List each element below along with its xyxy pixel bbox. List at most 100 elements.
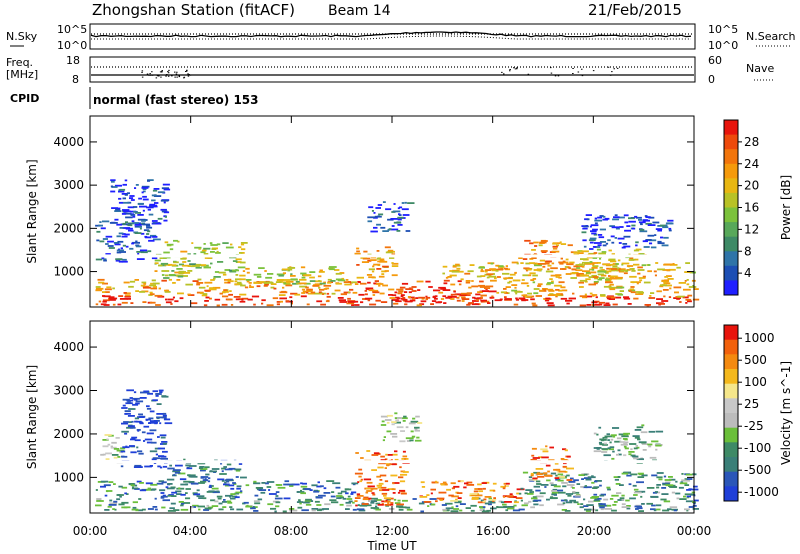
heatmap-cell	[395, 419, 399, 422]
heatmap-cell	[545, 445, 548, 448]
heatmap-cell	[187, 260, 191, 262]
heatmap-cell	[122, 222, 127, 225]
heatmap-cell	[688, 286, 697, 288]
heatmap-cell	[626, 474, 632, 477]
heatmap-cell	[404, 458, 407, 460]
heatmap-cell	[234, 283, 240, 286]
heatmap-cell	[111, 207, 118, 209]
heatmap-cell	[121, 301, 128, 304]
heatmap-cell	[679, 498, 687, 500]
heatmap-cell	[532, 478, 538, 481]
heatmap-cell	[611, 226, 620, 229]
heatmap-cell	[556, 294, 564, 297]
heatmap-cell	[152, 506, 158, 508]
heatmap-cell	[230, 508, 235, 511]
y-tick-label: 2000	[53, 221, 84, 235]
heatmap-cell	[301, 292, 306, 294]
heatmap-cell	[605, 302, 610, 305]
heatmap-cell	[134, 279, 139, 281]
heatmap-cell	[589, 225, 592, 228]
heatmap-cell	[222, 273, 227, 276]
heatmap-cell	[278, 294, 286, 296]
heatmap-cell	[319, 282, 326, 285]
heatmap-cell	[668, 229, 672, 232]
heatmap-cell	[401, 202, 405, 204]
heatmap-cell	[361, 503, 369, 505]
heatmap-cell	[635, 244, 638, 247]
heatmap-cell	[579, 304, 587, 307]
heatmap-cell	[648, 445, 652, 448]
heatmap-cell	[134, 420, 138, 423]
heatmap-cell	[222, 506, 227, 508]
heatmap-cell	[114, 508, 117, 511]
heatmap-cell	[439, 499, 443, 501]
heatmap-cell	[206, 504, 210, 507]
heatmap-cell	[639, 230, 648, 233]
heatmap-cell	[647, 224, 656, 226]
heatmap-cell	[546, 479, 551, 482]
heatmap-cell	[105, 253, 111, 255]
heatmap-cell	[320, 303, 326, 306]
heatmap-cell	[566, 479, 573, 481]
heatmap-cell	[225, 480, 230, 483]
heatmap-cell	[335, 486, 341, 489]
heatmap-cell	[593, 450, 602, 453]
heatmap-cell	[146, 407, 152, 410]
heatmap-cell	[576, 267, 581, 269]
heatmap-cell	[190, 481, 195, 483]
y-axis-label: Slant Range [km]	[25, 365, 39, 469]
colorbar-tick-label: -500	[744, 463, 771, 477]
heatmap-cell	[664, 279, 669, 282]
heatmap-cell	[687, 294, 693, 297]
heatmap-cell	[253, 480, 257, 483]
heatmap-cell	[601, 451, 608, 453]
heatmap-cell	[154, 270, 158, 272]
heatmap-cell	[514, 271, 517, 274]
heatmap-cell	[165, 486, 169, 489]
heatmap-cell	[108, 481, 114, 483]
heatmap-cell	[376, 250, 380, 252]
heatmap-cell	[651, 474, 658, 477]
heatmap-cell	[347, 495, 351, 498]
heatmap-cell	[153, 195, 162, 197]
heatmap-cell	[261, 302, 264, 305]
heatmap-cell	[615, 227, 620, 230]
heatmap-cell	[655, 262, 659, 264]
heatmap-cell	[593, 282, 598, 285]
heatmap-cell	[629, 443, 637, 445]
heatmap-cell	[97, 278, 105, 281]
heatmap-cell	[676, 298, 680, 300]
heatmap-cell	[609, 441, 612, 444]
heatmap-cell	[535, 295, 542, 297]
heatmap-cell	[518, 297, 526, 300]
heatmap-cell	[431, 503, 436, 506]
heatmap-cell	[170, 486, 176, 489]
heatmap-cell	[235, 469, 241, 472]
heatmap-cell	[427, 505, 430, 507]
heatmap-cell	[596, 248, 601, 251]
heatmap-cell	[477, 291, 483, 293]
heatmap-cell	[564, 499, 567, 501]
heatmap-cell	[602, 218, 608, 221]
heatmap-cell	[456, 492, 463, 494]
heatmap-cell	[450, 298, 455, 300]
heatmap-cell	[409, 439, 414, 442]
heatmap-cell	[511, 496, 517, 498]
heatmap-cell	[223, 483, 230, 486]
heatmap-cell	[179, 478, 187, 481]
heatmap-cell	[610, 235, 615, 238]
heatmap-cell	[681, 481, 684, 484]
heatmap-cell	[612, 504, 617, 506]
heatmap-cell	[376, 499, 382, 501]
heatmap-cell	[544, 486, 547, 488]
heatmap-cell	[469, 264, 475, 266]
heatmap-cell	[386, 462, 390, 465]
heatmap-cell	[586, 256, 594, 259]
heatmap-cell	[442, 508, 448, 511]
heatmap-cell	[560, 257, 563, 260]
heatmap-cell	[235, 476, 239, 478]
colorbar-tick-label: 16	[744, 201, 759, 215]
heatmap-cell	[366, 450, 371, 452]
heatmap-cell	[145, 419, 148, 421]
heatmap-cell	[139, 227, 142, 230]
